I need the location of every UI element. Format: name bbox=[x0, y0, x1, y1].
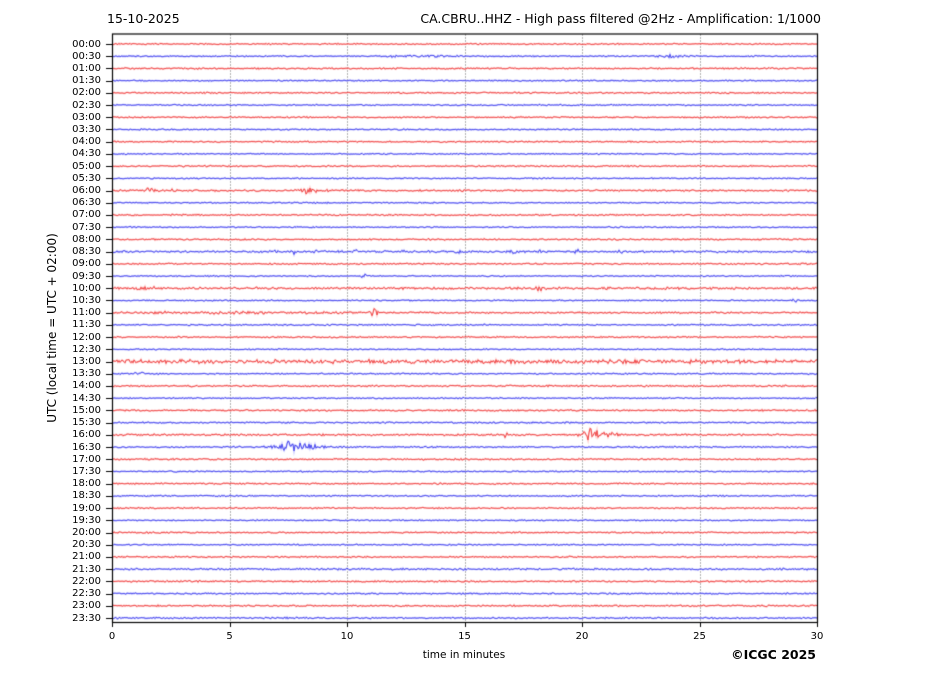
x-tick-label: 25 bbox=[693, 631, 706, 642]
row-time-label: 15:00 bbox=[72, 404, 101, 416]
row-time-label: 14:00 bbox=[72, 380, 101, 392]
row-time-label: 02:30 bbox=[72, 99, 101, 111]
row-time-label: 22:00 bbox=[72, 575, 101, 587]
row-time-label: 19:00 bbox=[72, 502, 101, 514]
row-time-label: 08:30 bbox=[72, 246, 101, 258]
row-time-label: 21:00 bbox=[72, 551, 101, 563]
row-time-label: 20:30 bbox=[72, 539, 101, 551]
row-time-label: 04:00 bbox=[72, 136, 101, 148]
row-time-label: 00:30 bbox=[72, 50, 101, 62]
row-time-label: 16:30 bbox=[72, 441, 101, 453]
row-time-label: 09:30 bbox=[72, 270, 101, 282]
row-time-label: 18:00 bbox=[72, 478, 101, 490]
plot-title: CA.CBRU..HHZ - High pass filtered @2Hz -… bbox=[420, 11, 821, 26]
row-time-label: 23:30 bbox=[72, 612, 101, 624]
x-tick-label: 5 bbox=[226, 631, 233, 642]
row-time-label: 06:30 bbox=[72, 197, 101, 209]
row-time-label: 18:30 bbox=[72, 490, 101, 502]
row-time-label: 03:30 bbox=[72, 123, 101, 135]
row-time-label: 15:30 bbox=[72, 417, 101, 429]
row-time-label: 17:00 bbox=[72, 453, 101, 465]
row-time-label: 01:30 bbox=[72, 75, 101, 87]
row-time-label: 17:30 bbox=[72, 465, 101, 477]
row-time-label: 16:00 bbox=[72, 429, 101, 441]
plot-date: 15-10-2025 bbox=[107, 11, 180, 26]
row-time-label: 00:00 bbox=[72, 38, 101, 50]
row-time-label: 12:30 bbox=[72, 343, 101, 355]
row-time-label: 06:00 bbox=[72, 185, 101, 197]
row-time-label: 19:30 bbox=[72, 514, 101, 526]
row-time-label: 01:00 bbox=[72, 62, 101, 74]
x-tick-label: 0 bbox=[108, 631, 116, 642]
row-time-label: 21:30 bbox=[72, 563, 101, 575]
row-time-label: 13:00 bbox=[72, 356, 101, 368]
row-time-label: 09:00 bbox=[72, 258, 101, 270]
row-time-label: 07:00 bbox=[72, 209, 101, 221]
row-time-label: 04:30 bbox=[72, 148, 101, 160]
row-time-label: 23:00 bbox=[72, 600, 101, 612]
row-time-label: 11:00 bbox=[72, 307, 101, 319]
row-time-label: 08:00 bbox=[72, 233, 101, 245]
row-time-label: 10:00 bbox=[72, 282, 101, 294]
x-axis-label: time in minutes bbox=[422, 649, 506, 661]
row-time-label: 03:00 bbox=[72, 111, 101, 123]
row-time-label: 12:00 bbox=[72, 331, 101, 343]
row-time-label: 20:00 bbox=[72, 527, 101, 539]
row-time-label: 07:30 bbox=[72, 221, 101, 233]
row-time-label: 22:30 bbox=[72, 588, 101, 600]
x-tick-label: 20 bbox=[575, 631, 589, 642]
row-time-label: 05:00 bbox=[72, 160, 101, 172]
copyright-credit: ©ICGC 2025 bbox=[731, 647, 816, 662]
row-time-label: 11:30 bbox=[72, 319, 101, 331]
row-time-label: 10:30 bbox=[72, 294, 101, 306]
row-time-label: 13:30 bbox=[72, 368, 101, 380]
row-time-label: 02:00 bbox=[72, 87, 101, 99]
row-time-label: 14:30 bbox=[72, 392, 101, 404]
row-time-label: 05:30 bbox=[72, 172, 101, 184]
x-tick-label: 15 bbox=[458, 631, 471, 642]
x-tick-label: 30 bbox=[810, 631, 824, 642]
x-tick-label: 10 bbox=[340, 631, 354, 642]
